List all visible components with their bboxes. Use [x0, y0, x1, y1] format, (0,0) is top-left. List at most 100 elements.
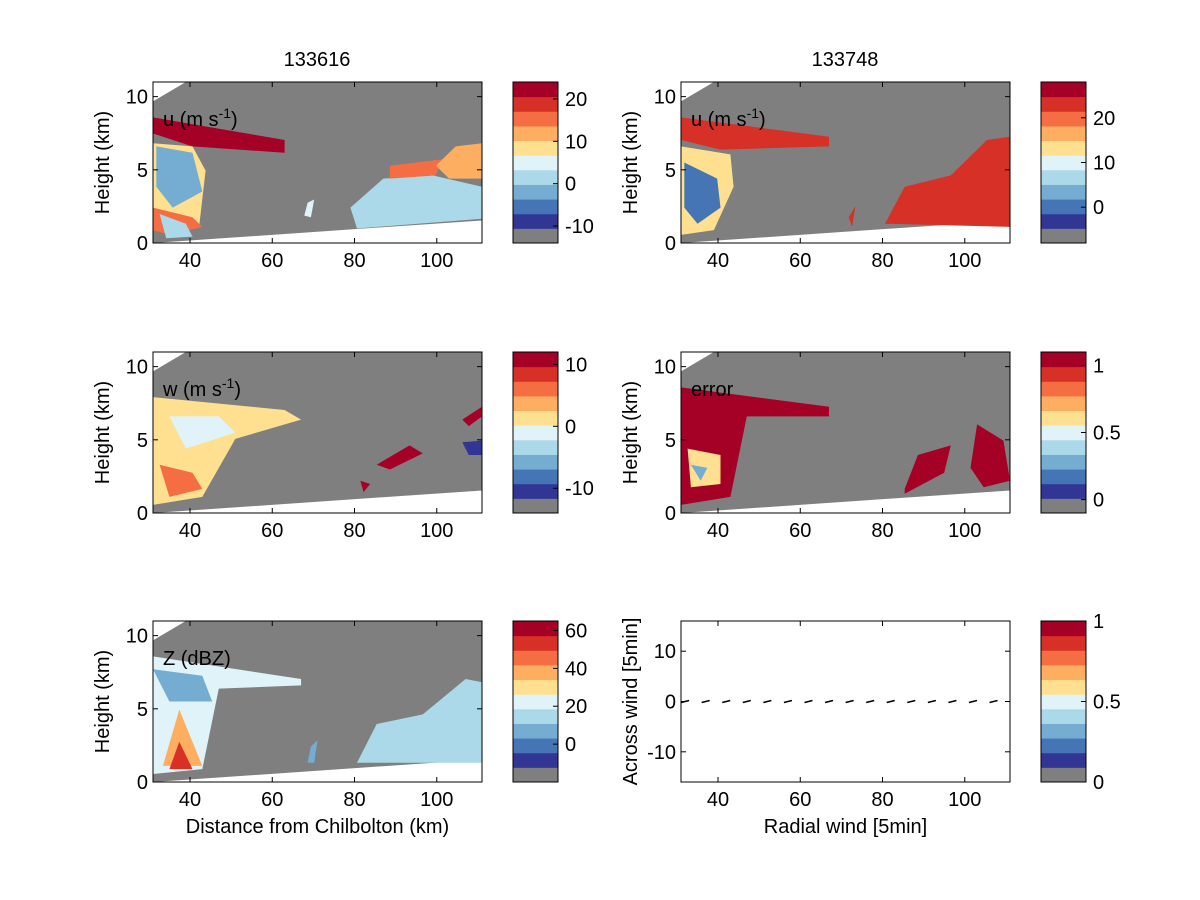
- colorbar-segment: [1041, 708, 1086, 724]
- y-tick-label: 0: [137, 503, 148, 525]
- wind-vector: [948, 699, 957, 704]
- wind-vector: [722, 699, 731, 704]
- y-tick-label: 0: [137, 233, 148, 255]
- colorbar-segment: [1041, 498, 1086, 514]
- colorbar-segment: [513, 469, 558, 485]
- axes-frame: [152, 351, 483, 514]
- colorbar-segment: [1041, 767, 1086, 783]
- colorbar-segment: [1041, 213, 1086, 229]
- x-tick-label: 100: [420, 250, 453, 272]
- y-tick-label: 5: [665, 160, 676, 182]
- field-feature-1: [169, 416, 236, 449]
- colorbar-segment: [513, 228, 558, 244]
- panel-u-133748: 40 60 80 100 0 5 10 Height (km) u (m s-1) 0 10 20: [620, 81, 1115, 272]
- colorbar-segment: [1041, 184, 1086, 200]
- panel-w-133616: 40 60 80 100 0 5 10 Height (km) w (m s-1) -10 0 10: [92, 351, 594, 542]
- panel-annotation: w (m s-1): [162, 375, 241, 401]
- wind-vector: [865, 699, 875, 704]
- colorbar-segment: [1041, 483, 1086, 499]
- colorbar-segment: [513, 723, 558, 739]
- axes-frame: [680, 81, 1011, 244]
- y-axis-label: Height (km): [92, 111, 114, 214]
- colorbar-tick-label: 0.5: [1093, 423, 1121, 445]
- axes-frame: [152, 81, 483, 244]
- colorbar-frame: [512, 81, 559, 244]
- colorbar-segment: [1041, 664, 1086, 681]
- data-region: [153, 352, 482, 513]
- field-feature-0: [153, 117, 285, 153]
- x-tick-label: 80: [871, 789, 893, 811]
- colorbar-segment: [513, 199, 558, 215]
- colorbar-segment: [1041, 650, 1086, 666]
- field-feature-4: [848, 206, 856, 227]
- field-feature-4: [462, 406, 482, 427]
- colorbar-segment: [513, 752, 558, 768]
- x-axis-label: Radial wind [5min]: [764, 816, 927, 838]
- axes-background: [681, 621, 1010, 782]
- colorbar-segment: [513, 425, 558, 441]
- x-tick-label: 40: [707, 250, 729, 272]
- colorbar-tick-label: 40: [565, 658, 587, 680]
- panel-annotation: u (m s-1): [691, 105, 766, 131]
- wind-vector: [845, 699, 854, 704]
- y-tick-label: 5: [137, 160, 148, 182]
- colorbar-segment: [1041, 621, 1086, 637]
- colorbar-segment: [1041, 752, 1086, 768]
- colorbar-segment: [1041, 694, 1086, 710]
- x-tick-label: 60: [261, 789, 283, 811]
- colorbar-segment: [513, 664, 558, 681]
- y-tick-label: 10: [126, 357, 148, 379]
- field-feature-3: [885, 136, 1010, 227]
- colorbar-tick-label: 20: [565, 89, 587, 111]
- colorbar-segment: [1041, 125, 1086, 142]
- x-tick-label: 40: [707, 789, 729, 811]
- colorbar-tick-label: 10: [1093, 153, 1115, 175]
- colorbar-frame: [512, 351, 559, 514]
- colorbar-segment: [1041, 96, 1086, 112]
- field-feature-5: [462, 440, 482, 455]
- x-tick-label: 60: [261, 250, 283, 272]
- field-feature-6: [389, 159, 443, 179]
- colorbar-segment: [1041, 738, 1086, 754]
- colorbar-segment: [513, 621, 558, 637]
- field-feature-0: [681, 117, 829, 150]
- colorbar-tick-label: 0: [1093, 197, 1104, 219]
- colorbar-segment: [1041, 169, 1086, 185]
- field-feature-7: [435, 143, 482, 179]
- x-tick-label: 100: [948, 520, 981, 542]
- y-tick-label: 10: [654, 357, 676, 379]
- x-tick-label: 60: [789, 520, 811, 542]
- field-feature-5: [307, 740, 318, 763]
- colorbar-tick-label: 1: [1093, 355, 1104, 377]
- colorbar-segment: [513, 82, 558, 98]
- colorbar-tick-label: 0: [1093, 490, 1104, 512]
- colorbar-tick-label: 1: [1093, 611, 1104, 633]
- x-tick-label: 60: [789, 250, 811, 272]
- panel-u-133616: 40 60 80 100 0 5 10 Height (km) u (m s-1) -10 0 10 2…: [92, 81, 594, 272]
- wind-vector: [824, 699, 834, 704]
- column-title-1: 133616: [284, 49, 351, 71]
- x-tick-label: 60: [789, 789, 811, 811]
- field-feature-6: [360, 480, 371, 493]
- wind-vector: [927, 699, 937, 704]
- wind-vector: [907, 699, 916, 704]
- field-feature-2: [162, 709, 203, 766]
- colorbar-tick-label: -10: [565, 478, 594, 500]
- y-tick-label: 0: [665, 692, 676, 714]
- field-feature-3: [904, 445, 951, 494]
- x-tick-label: 80: [871, 520, 893, 542]
- colorbar-segment: [513, 738, 558, 754]
- wind-vector: [763, 699, 772, 704]
- colorbar-segment: [513, 352, 558, 368]
- y-tick-label: 0: [665, 503, 676, 525]
- colorbar-segment: [1041, 439, 1086, 455]
- x-tick-label: 40: [179, 789, 201, 811]
- y-axis-label: Height (km): [92, 381, 114, 484]
- colorbar-segment: [513, 169, 558, 185]
- axes-frame: [680, 351, 1011, 514]
- colorbar-segment: [513, 454, 558, 470]
- colorbar-tick-label: 10: [565, 131, 587, 153]
- x-tick-label: 40: [179, 520, 201, 542]
- y-tick-label: 10: [126, 626, 148, 648]
